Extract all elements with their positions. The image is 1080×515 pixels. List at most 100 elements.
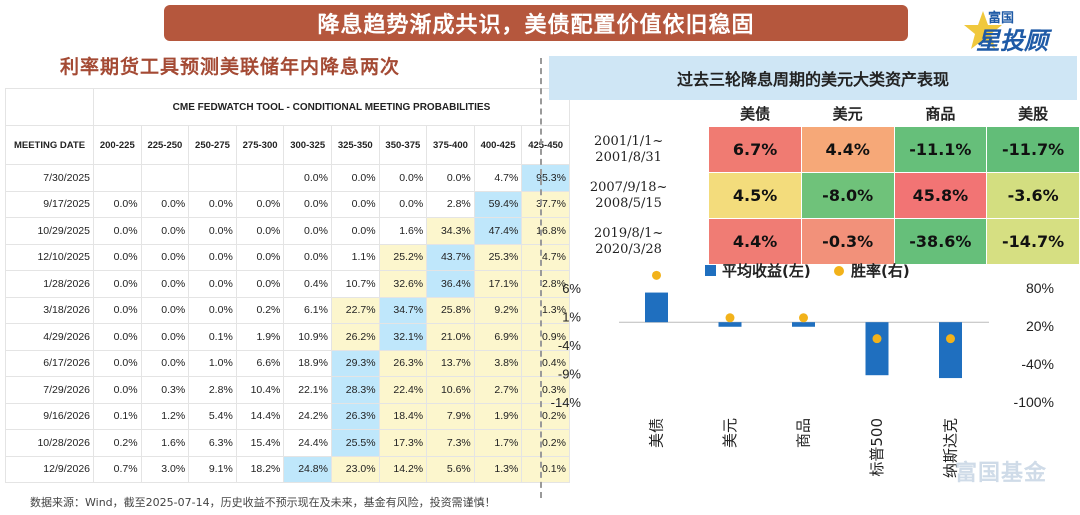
category-label: 美债 xyxy=(648,418,666,448)
table-row: 12/10/2025 0.0% 0.0% 0.0% 0.0% 0.0% 1.1% 25.2% 4… xyxy=(5,243,570,271)
probability-cell: 22.7% xyxy=(330,296,380,324)
probability-cell: 6.9% xyxy=(473,323,523,351)
left-axis-tick: -9% xyxy=(558,367,582,382)
probability-cell: 18.9% xyxy=(283,349,332,377)
category-label: 美元 xyxy=(721,418,739,448)
fedwatch-section-title: 利率期货工具预测美联储年内降息两次 xyxy=(60,56,401,78)
meeting-date-cell: 12/10/2025 xyxy=(5,243,94,271)
watermark-text: 富国基金 xyxy=(955,461,1048,486)
right-axis-tick: -100% xyxy=(1014,394,1054,410)
category-label: 标普500 xyxy=(868,418,886,477)
probability-cell: 25.2% xyxy=(378,243,428,271)
probability-cell: 1.1% xyxy=(330,243,380,271)
asset-performance-table: 美债 美元 商品 美股 2001/1/1~ 2001/8/31 6.7% 4.4% -11.1%… xyxy=(549,100,1080,265)
meeting-date-cell: 4/29/2026 xyxy=(5,323,94,351)
period-cell: 2001/1/1~ 2001/8/31 xyxy=(549,127,709,173)
table-row: 3/18/2026 0.0% 0.0% 0.0% 0.2% 6.1% 22.7% 34.7% 2… xyxy=(5,296,570,324)
table-title: CME FEDWATCH TOOL - CONDITIONAL MEETING … xyxy=(93,88,570,126)
meeting-date-cell: 1/28/2026 xyxy=(5,270,94,298)
probability-cell: 5.6% xyxy=(426,455,475,483)
probability-cell xyxy=(140,164,190,192)
probability-cell: 0.0% xyxy=(188,243,237,271)
probability-cell: 6.1% xyxy=(283,296,332,324)
probability-cell: 4.7% xyxy=(521,243,570,271)
probability-cell: 18.4% xyxy=(378,402,428,430)
asset-header: 美股 xyxy=(1018,104,1049,123)
probability-cell: 1.3% xyxy=(521,296,570,324)
winrate-dot-2 xyxy=(799,313,808,323)
probability-cell: 24.8% xyxy=(283,455,332,483)
probability-cell: 4.7% xyxy=(473,164,523,192)
bar-2 xyxy=(792,322,815,327)
probability-cell: 0.0% xyxy=(378,164,428,192)
brand-logo: 富国 星投顾 xyxy=(962,2,1072,55)
asset-corner-cell xyxy=(549,100,709,127)
table-row: 4/29/2026 0.0% 0.0% 0.1% 1.9% 10.9% 26.2% 32.1%… xyxy=(5,323,570,351)
asset-return-chart: 平均收益(左) 胜率(右) 6% 1% -4% -9% -14% 80% 20% -40% -100… xyxy=(551,262,1054,478)
return-cell: 4.4% xyxy=(800,126,895,173)
probability-cell: 3.8% xyxy=(473,349,523,377)
left-axis-tick: 6% xyxy=(562,281,581,296)
probability-cell: 2.8% xyxy=(188,376,237,404)
probability-cell: 0.0% xyxy=(235,270,285,298)
probability-cell: 0.0% xyxy=(140,243,190,271)
meeting-date-header: MEETING DATE xyxy=(5,125,94,165)
probability-cell: 32.6% xyxy=(378,270,428,298)
probability-cell: 0.0% xyxy=(93,190,142,218)
probability-cell: 9.2% xyxy=(473,296,523,324)
meeting-date-cell: 12/9/2026 xyxy=(5,455,94,483)
probability-cell: 10.4% xyxy=(235,376,285,404)
category-label: 纳斯达克 xyxy=(942,418,960,478)
probability-cell xyxy=(188,164,237,192)
meeting-date-cell: 10/28/2026 xyxy=(5,429,94,457)
meeting-date-cell: 7/29/2026 xyxy=(5,376,94,404)
probability-cell: 15.4% xyxy=(235,429,285,457)
rate-range-header: 325-350 xyxy=(330,125,380,165)
winrate-dot-3 xyxy=(872,334,882,344)
probability-cell: 0.0% xyxy=(235,243,285,271)
probability-cell: 1.3% xyxy=(473,455,523,483)
meeting-date-cell: 10/29/2025 xyxy=(5,217,94,245)
return-cell: -3.6% xyxy=(986,172,1080,219)
probability-cell: 59.4% xyxy=(473,190,523,218)
return-cell: 6.7% xyxy=(708,126,802,173)
probability-cell: 26.3% xyxy=(378,349,428,377)
brand-main-text: 星投顾 xyxy=(976,27,1048,55)
probability-cell: 0.3% xyxy=(140,376,190,404)
return-cell: -38.6% xyxy=(893,218,988,265)
probability-cell: 0.0% xyxy=(330,217,380,245)
table-row: 9/16/2026 0.1% 1.2% 5.4% 14.4% 24.2% 26.3% 18.4… xyxy=(5,402,570,430)
probability-cell: 0.9% xyxy=(521,323,570,351)
probability-cell: 10.7% xyxy=(330,270,380,298)
probability-cell: 0.0% xyxy=(93,296,142,324)
probability-cell: 0.0% xyxy=(426,164,475,192)
period-row: 2019/8/1~ 2020/3/28 4.4% -0.3% -38.6% -14.7% xyxy=(549,218,1080,265)
probability-cell: 1.9% xyxy=(473,402,523,430)
probability-cell: 0.0% xyxy=(93,217,142,245)
rate-range-header: 225-250 xyxy=(140,125,190,165)
probability-cell: 1.0% xyxy=(188,349,237,377)
table-row: 7/29/2026 0.0% 0.3% 2.8% 10.4% 22.1% 28.3% 22.4… xyxy=(5,376,570,404)
probability-cell: 0.2% xyxy=(93,429,142,457)
probability-cell: 0.0% xyxy=(140,323,190,351)
table-row: 10/29/2025 0.0% 0.0% 0.0% 0.0% 0.0% 0.0% 1.6% 34… xyxy=(5,217,570,245)
asset-section-title: 过去三轮降息周期的美元大类资产表现 xyxy=(549,56,1077,100)
banner-title: 降息趋势渐成共识，美债配置价值依旧稳固 xyxy=(164,5,908,41)
right-axis-tick: -40% xyxy=(1021,356,1054,372)
probability-cell: 0.0% xyxy=(140,270,190,298)
probability-cell: 0.0% xyxy=(330,164,380,192)
return-cell: -11.1% xyxy=(893,126,988,173)
probability-cell: 0.0% xyxy=(188,217,237,245)
fedwatch-table: CME FEDWATCH TOOL - CONDITIONAL MEETING … xyxy=(5,88,570,483)
probability-cell: 14.2% xyxy=(378,455,428,483)
probability-cell: 10.6% xyxy=(426,376,475,404)
legend-dot-label: 胜率(右) xyxy=(851,262,910,280)
legend-dot-swatch xyxy=(834,266,844,276)
probability-cell: 2.8% xyxy=(426,190,475,218)
category-label: 商品 xyxy=(795,418,813,448)
table-row: 1/28/2026 0.0% 0.0% 0.0% 0.0% 0.4% 10.7% 32.6% 3… xyxy=(5,270,570,298)
right-axis-tick: 20% xyxy=(1026,318,1054,334)
probability-cell: 0.0% xyxy=(93,270,142,298)
probability-cell: 17.3% xyxy=(378,429,428,457)
probability-cell: 13.7% xyxy=(426,349,475,377)
